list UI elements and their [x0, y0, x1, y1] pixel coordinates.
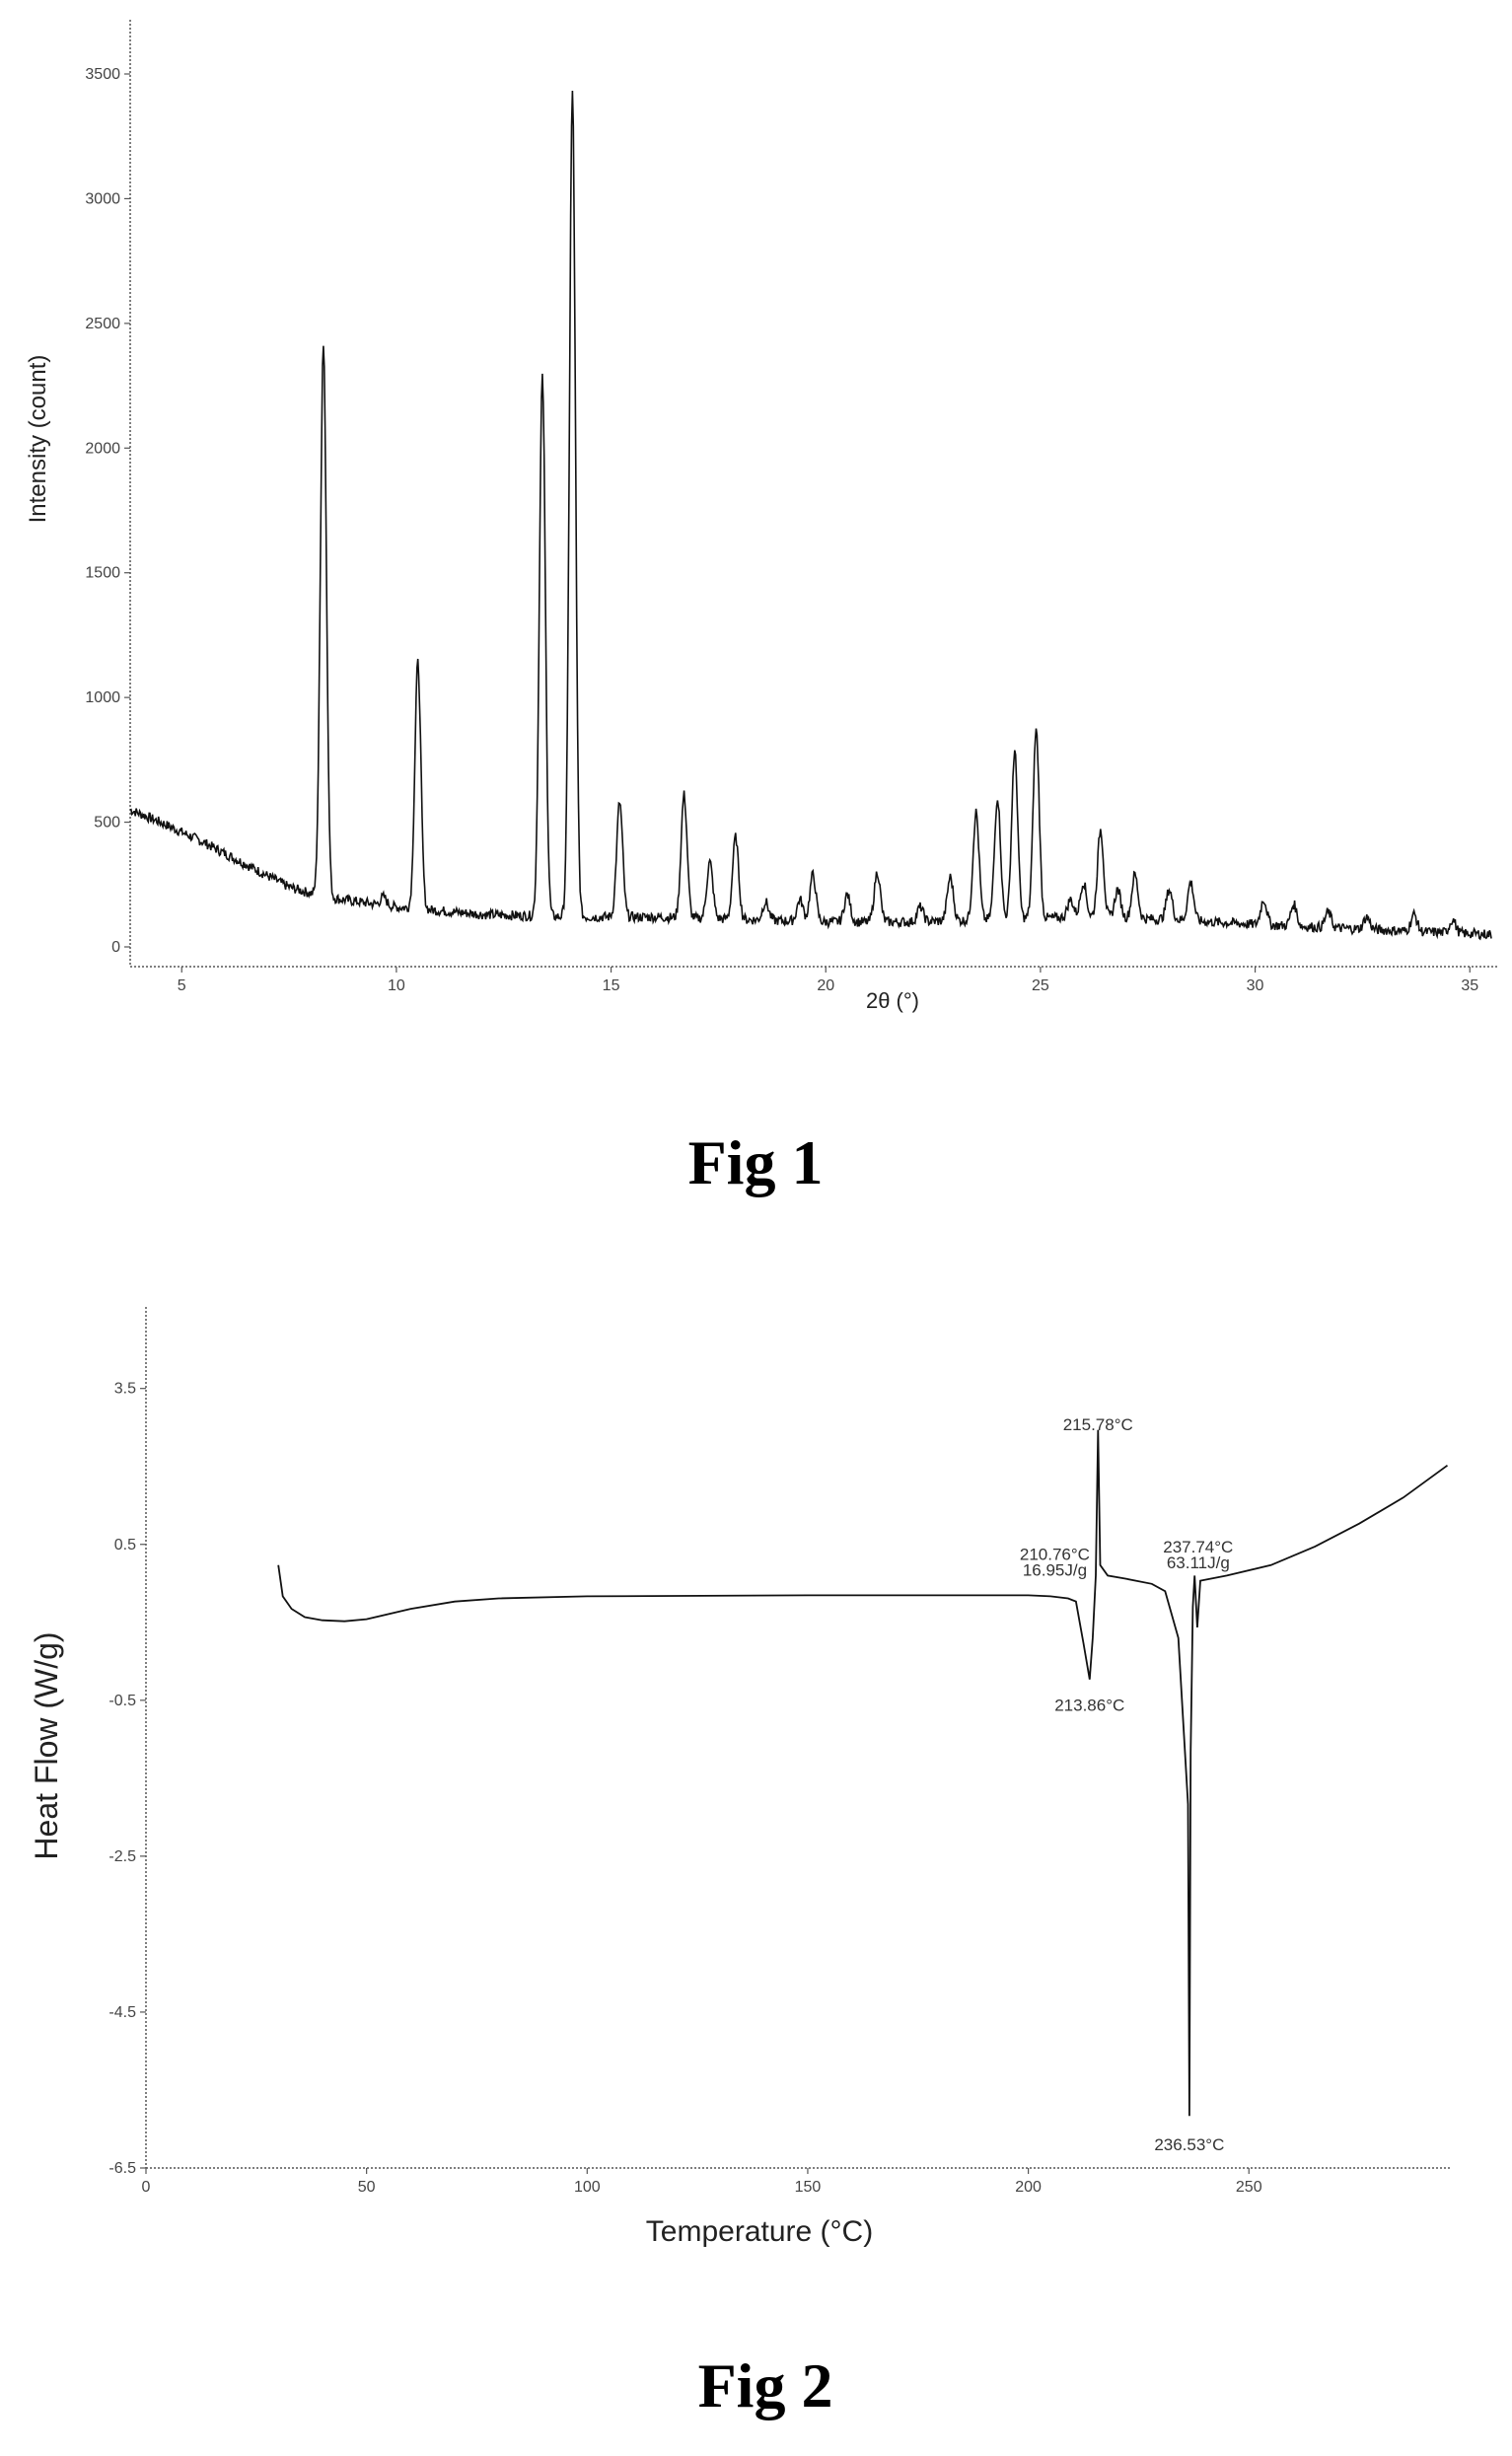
xrd-x-tick-label: 30 [1247, 977, 1264, 994]
xrd-x-tick-label: 15 [603, 977, 620, 994]
xrd-chart: 0 500 1000 1500 2000 2500 3000 3500 5 10 15 20 25 30… [25, 20, 1499, 1197]
xrd-y-tick-label: 0 [111, 939, 120, 956]
dsc-x-ticks: 0 50 100 150 200 250 [142, 2168, 1262, 2196]
fig2-caption: Fig 2 [698, 2350, 833, 2420]
dsc-annotation: 236.53°C [1154, 2135, 1224, 2154]
dsc-annotations: 215.78°C 210.76°C16.95J/g 237.74°C63.11J/g… [1020, 1415, 1233, 2154]
dsc-annotation: 237.74°C [1163, 1538, 1233, 1556]
xrd-x-ticks: 5 10 15 20 25 30 35 [178, 967, 1478, 994]
dsc-y-tick-label: -2.5 [108, 1848, 136, 1865]
dsc-annotation: 213.86°C [1054, 1696, 1124, 1714]
xrd-x-tick-label: 5 [178, 977, 186, 994]
fig1-caption: Fig 1 [688, 1127, 824, 1197]
dsc-y-tick-label: -4.5 [108, 2004, 136, 2021]
dsc-y-tick-label: -6.5 [108, 2160, 136, 2177]
dsc-y-tick-label: 0.5 [114, 1537, 136, 1553]
xrd-y-tick-label: 500 [94, 815, 120, 831]
xrd-y-tick-label: 1500 [85, 565, 120, 582]
xrd-y-tick-label: 3000 [85, 190, 120, 207]
dsc-y-axis-title: Heat Flow (W/g) [29, 1631, 64, 1859]
dsc-annotation: 215.78°C [1063, 1415, 1133, 1434]
xrd-y-tick-label: 2000 [85, 440, 120, 457]
xrd-x-tick-label: 35 [1461, 977, 1478, 994]
dsc-chart: 3.5 0.5 -0.5 -2.5 -4.5 -6.5 0 50 100 150 200 250 2… [29, 1307, 1452, 2420]
dsc-heat-flow-curve [277, 1429, 1449, 2117]
xrd-y-axis-title: Intensity (count) [25, 355, 51, 524]
dsc-x-axis-title: Temperature (°C) [646, 2215, 873, 2248]
xrd-diffraction-curve [129, 90, 1492, 941]
xrd-y-tick-label: 2500 [85, 316, 120, 332]
dsc-y-ticks: 3.5 0.5 -0.5 -2.5 -4.5 -6.5 [108, 1381, 146, 2177]
xrd-x-axis-title: 2θ (°) [866, 988, 919, 1013]
xrd-x-tick-label: 10 [388, 977, 405, 994]
xrd-x-tick-label: 25 [1032, 977, 1049, 994]
dsc-x-tick-label: 250 [1236, 2179, 1262, 2196]
dsc-y-tick-label: -0.5 [108, 1693, 136, 1709]
dsc-x-tick-label: 0 [142, 2179, 151, 2196]
dsc-y-tick-label: 3.5 [114, 1381, 136, 1398]
xrd-x-tick-label: 20 [817, 977, 834, 994]
xrd-y-tick-label: 3500 [85, 66, 120, 83]
xrd-y-ticks: 0 500 1000 1500 2000 2500 3000 3500 [85, 66, 130, 956]
dsc-x-tick-label: 50 [358, 2179, 376, 2196]
dsc-annotation: 210.76°C [1020, 1546, 1090, 1564]
dsc-x-tick-label: 150 [795, 2179, 822, 2196]
dsc-annotation: 63.11J/g [1167, 1553, 1230, 1572]
xrd-y-tick-label: 1000 [85, 689, 120, 706]
dsc-annotation: 16.95J/g [1023, 1560, 1087, 1579]
dsc-x-tick-label: 100 [574, 2179, 601, 2196]
dsc-x-tick-label: 200 [1015, 2179, 1042, 2196]
